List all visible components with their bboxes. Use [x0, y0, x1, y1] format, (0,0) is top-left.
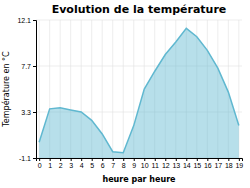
tick-label: 7 [111, 162, 115, 169]
tick-mark [155, 158, 156, 161]
tick-mark [113, 158, 114, 161]
tick-label: 11 [152, 162, 159, 169]
tick: 15 [193, 158, 201, 169]
tick: 1 [48, 158, 52, 169]
area [39, 28, 239, 158]
tick-mark [33, 112, 36, 113]
chart: 012345678910111213141516171819-1.13.37.7… [0, 0, 250, 188]
tick-mark [50, 158, 51, 161]
grid-line [39, 20, 40, 158]
tick: -1.1 [19, 155, 36, 162]
tick: 13 [172, 158, 180, 169]
tick-mark [33, 20, 36, 21]
tick-label: 13 [172, 162, 180, 169]
tick-mark [39, 158, 40, 161]
tick-label: 5 [90, 162, 94, 169]
y-axis-title: Température en °C [1, 51, 11, 128]
tick-label: 6 [101, 162, 105, 169]
tick-mark [123, 158, 124, 161]
tick-mark [71, 158, 72, 161]
tick-label: 19 [235, 162, 243, 169]
tick: 5 [90, 158, 94, 169]
tick-mark [186, 158, 187, 161]
axis-line [33, 21, 37, 159]
tick: 3 [69, 158, 73, 169]
tick-label: 3.3 [21, 109, 31, 116]
tick: 11 [152, 158, 159, 169]
tick: 4 [80, 158, 84, 169]
tick-label: 8 [122, 162, 126, 169]
tick: 12 [162, 158, 170, 169]
tick-label: 0 [38, 162, 42, 169]
grid-line [112, 20, 113, 158]
plot: 012345678910111213141516171819-1.13.37.7… [17, 17, 243, 169]
tick-label: 12.1 [17, 17, 31, 24]
tick-mark [207, 158, 208, 161]
tick-label: 15 [193, 162, 201, 169]
tick-mark [60, 158, 61, 161]
tick: 18 [225, 158, 233, 169]
x-axis: 012345678910111213141516171819 [37, 158, 244, 169]
grid-line [36, 20, 242, 21]
y-axis: -1.1 3.3 7.7 12.1 [17, 17, 36, 162]
axis-line [37, 159, 243, 162]
tick-mark [218, 158, 219, 161]
tick-mark [134, 158, 135, 161]
tick-mark [176, 158, 177, 161]
tick-mark [33, 158, 36, 159]
line [39, 28, 239, 152]
tick: 7 [111, 158, 115, 169]
x-axis-title: heure par heure [102, 175, 176, 184]
tick: 17 [214, 158, 222, 169]
tick-mark [165, 158, 166, 161]
tick-label: 12 [162, 162, 170, 169]
tick: 9 [132, 158, 136, 169]
tick-mark [197, 158, 198, 161]
tick-label: 3 [69, 162, 73, 169]
tick: 6 [101, 158, 105, 169]
tick: 16 [204, 158, 212, 169]
tick-label: 7.7 [21, 63, 31, 70]
tick-mark [92, 158, 93, 161]
tick-label: 4 [80, 162, 84, 169]
marks [39, 28, 239, 158]
tick-label: 9 [132, 162, 136, 169]
tick: 14 [183, 158, 191, 169]
tick-mark [239, 158, 240, 161]
tick-mark [81, 158, 82, 161]
tick: 12.1 [17, 17, 36, 24]
tick: 7.7 [21, 63, 36, 70]
grid [36, 20, 242, 158]
tick: 10 [141, 158, 149, 169]
tick-mark [33, 66, 36, 67]
tick: 2 [59, 158, 63, 169]
tick-label: 18 [225, 162, 233, 169]
tick-label: 2 [59, 162, 63, 169]
tick-mark [144, 158, 145, 161]
tick-mark [102, 158, 103, 161]
title: Evolution de la température [52, 3, 227, 16]
tick: 3.3 [21, 109, 36, 116]
tick-label: 1 [48, 162, 52, 169]
tick: 8 [122, 158, 126, 169]
tick-label: 14 [183, 162, 191, 169]
tick: 0 [38, 158, 42, 169]
tick-mark [228, 158, 229, 161]
tick-label: 17 [214, 162, 222, 169]
tick-label: 16 [204, 162, 212, 169]
tick: 19 [235, 158, 243, 169]
grid-line [123, 20, 124, 158]
tick-label: 10 [141, 162, 149, 169]
tick-label: -1.1 [19, 155, 31, 162]
